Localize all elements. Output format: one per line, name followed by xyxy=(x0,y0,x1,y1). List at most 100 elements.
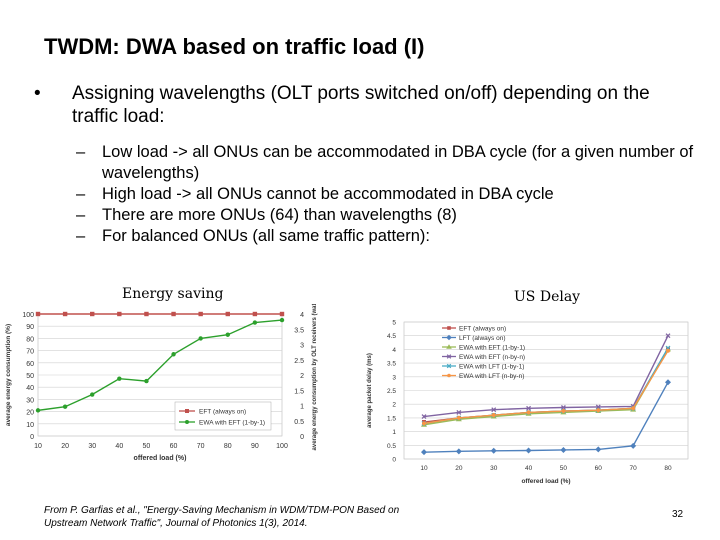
data-point xyxy=(198,311,203,317)
x-tick-label: 100 xyxy=(276,443,288,450)
y-tick-label: 1 xyxy=(392,429,396,436)
page-number: 32 xyxy=(672,509,684,520)
sub-bullet-text: There are more ONUs (64) than wavelength… xyxy=(102,206,457,224)
y-tick-label: 80 xyxy=(26,336,34,343)
y-tick-label: 0 xyxy=(392,457,396,464)
dash-symbol: – xyxy=(76,143,86,161)
x-tick-label: 60 xyxy=(595,465,603,472)
data-point xyxy=(630,442,637,449)
y-tick-label: 4 xyxy=(392,347,396,354)
slide-title: TWDM: DWA based on traffic load (I) xyxy=(44,34,425,59)
x-tick-label: 10 xyxy=(420,465,428,472)
sub-bullet: – For balanced ONUs (all same traffic pat… xyxy=(76,226,696,247)
series-line xyxy=(423,349,669,426)
data-point xyxy=(225,332,230,337)
y-tick-label: 0.5 xyxy=(387,443,396,450)
sub-bullet-text: For balanced ONUs (all same traffic patt… xyxy=(102,227,430,245)
y-right-tick-label: 0 xyxy=(300,434,304,441)
data-point xyxy=(491,407,497,413)
bullet-symbol: • xyxy=(34,83,41,104)
data-point xyxy=(252,311,258,317)
sub-bullet-text: Low load -> all ONUs can be accommodated… xyxy=(102,143,694,182)
x-tick-label: 50 xyxy=(143,443,151,450)
data-point xyxy=(35,311,41,317)
y-axis-label-right: average energy consumption by OLT receiv… xyxy=(312,304,318,450)
series-line xyxy=(423,335,669,418)
series-line xyxy=(423,350,669,425)
y-tick-label: 90 xyxy=(26,324,34,331)
data-point xyxy=(117,311,122,317)
x-axis-label: offered load (%) xyxy=(134,455,187,462)
legend-label: EWA with EFT (n-by-n) xyxy=(459,354,525,361)
data-point xyxy=(560,446,567,453)
us-delay-chart: 0 0.5 1 1.5 2 2.5 3 3.5 4 4.5 5 10 20 30 40 50 60 70 80 off… xyxy=(367,320,689,485)
data-point xyxy=(279,317,285,323)
x-tick-label: 30 xyxy=(490,465,498,472)
x-tick-label: 30 xyxy=(88,443,96,450)
main-bullet-text: Assigning wavelengths (OLT ports switche… xyxy=(72,83,650,127)
y-tick-label: 40 xyxy=(26,385,34,392)
data-point xyxy=(595,446,602,453)
y-tick-label: 2 xyxy=(392,402,396,409)
legend-label: EWA with EFT (1-by-1) xyxy=(199,420,265,427)
data-point xyxy=(185,409,189,413)
data-point xyxy=(90,392,95,397)
data-point xyxy=(666,348,670,353)
x-tick-label: 20 xyxy=(455,465,463,472)
data-point xyxy=(525,447,532,454)
x-tick-label: 40 xyxy=(115,443,123,450)
data-point xyxy=(456,409,462,415)
legend-label: EWA with EFT (1-by-1) xyxy=(459,344,525,351)
delay-chart-caption: US Delay xyxy=(514,289,581,305)
data-point xyxy=(447,373,451,378)
energy-saving-chart: 010203040506070809010000.511.522.533.541… xyxy=(5,304,318,462)
y-tick-label: 10 xyxy=(26,422,34,429)
legend-label: LFT (always on) xyxy=(459,335,505,342)
y-tick-label: 20 xyxy=(26,410,34,417)
data-point xyxy=(596,408,601,413)
data-point xyxy=(631,406,636,411)
y-right-tick-label: 1.5 xyxy=(294,388,304,395)
y-tick-label: 5 xyxy=(392,320,396,327)
data-point xyxy=(225,311,230,317)
data-point xyxy=(422,421,426,426)
y-right-tick-label: 2 xyxy=(300,373,304,380)
data-point xyxy=(144,311,149,317)
x-tick-label: 40 xyxy=(525,465,533,472)
data-point xyxy=(117,376,122,381)
data-point xyxy=(185,420,189,424)
sub-bullet-text: High load -> all ONUs cannot be accommod… xyxy=(102,185,554,203)
data-point xyxy=(446,344,452,349)
data-point xyxy=(421,414,427,419)
data-point xyxy=(144,378,149,384)
x-tick-label: 90 xyxy=(251,443,259,450)
data-point xyxy=(446,354,452,359)
x-axis-label: offered load (%) xyxy=(521,478,570,485)
series-line xyxy=(37,319,283,412)
data-point xyxy=(526,405,532,411)
x-tick-label: 70 xyxy=(197,443,205,450)
data-point xyxy=(421,449,427,456)
y-right-tick-label: 4 xyxy=(300,312,304,319)
y-tick-label: 1.5 xyxy=(387,415,396,422)
energy-chart-caption: Energy saving xyxy=(122,286,224,302)
data-point xyxy=(446,363,452,369)
legend-label: EFT (always on) xyxy=(199,409,246,416)
data-point xyxy=(62,311,68,317)
dash-symbol: – xyxy=(76,206,86,224)
data-point xyxy=(252,320,258,325)
data-point xyxy=(171,311,176,317)
data-point xyxy=(62,404,68,409)
y-tick-label: 30 xyxy=(26,397,34,404)
y-tick-label: 3.5 xyxy=(387,361,396,368)
x-tick-label: 70 xyxy=(630,465,638,472)
data-point xyxy=(491,413,496,418)
data-point xyxy=(446,334,452,341)
data-point xyxy=(526,410,531,415)
y-tick-label: 100 xyxy=(22,312,34,319)
data-point xyxy=(490,447,497,454)
x-tick-label: 60 xyxy=(170,443,178,450)
y-tick-label: 3 xyxy=(392,374,396,381)
legend-label: EFT (always on) xyxy=(459,325,506,332)
x-tick-label: 20 xyxy=(61,443,69,450)
